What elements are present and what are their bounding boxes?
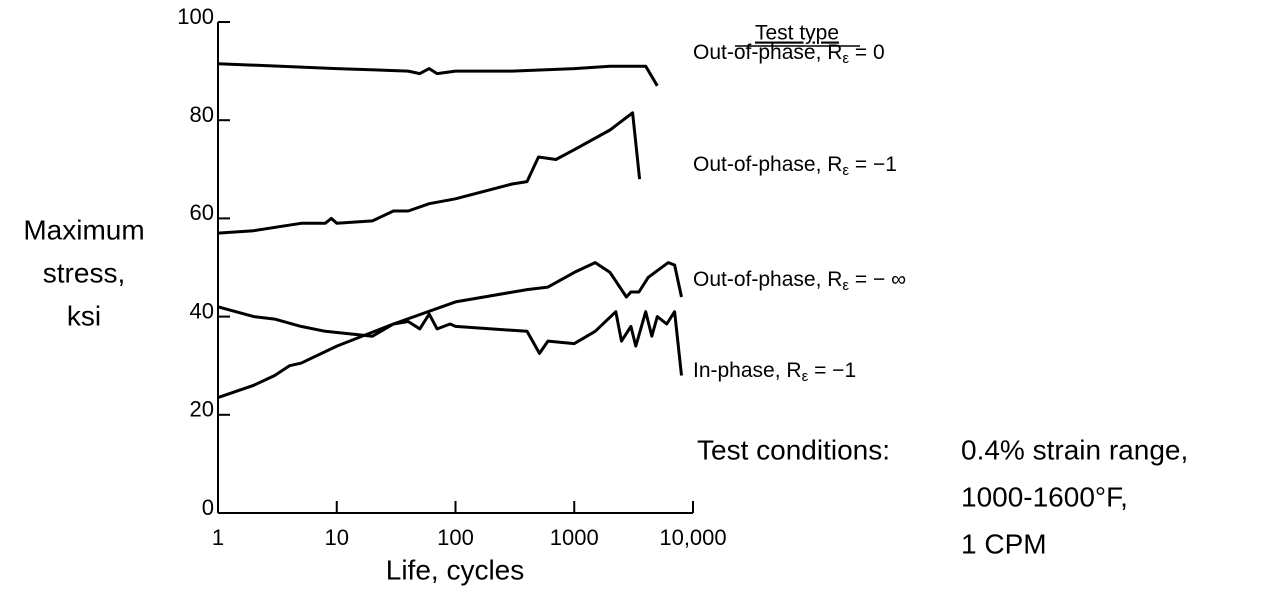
- annotation-line: 1000-1600°F,: [961, 481, 1128, 512]
- series-line: [217, 62, 659, 87]
- y-axis-label: ksi: [67, 300, 101, 331]
- y-tick-label: 80: [190, 102, 214, 127]
- series-line: [217, 305, 683, 376]
- annotation-title: Test conditions:: [697, 434, 890, 465]
- legend-label: In-phase, Rε = −1: [693, 359, 856, 385]
- x-tick-label: 100: [437, 525, 474, 550]
- legend-title: Test type: [755, 22, 839, 45]
- legend-label: Out-of-phase, Rε = − ∞: [693, 268, 906, 294]
- x-tick-label: 10,000: [659, 525, 726, 550]
- y-tick-label: 60: [190, 200, 214, 225]
- x-tick-label: 1000: [550, 525, 599, 550]
- series-line: [217, 111, 642, 235]
- y-tick-label: 20: [190, 397, 214, 422]
- y-tick-label: 100: [177, 4, 214, 29]
- y-axis-label: Maximum: [23, 214, 144, 245]
- x-tick-label: 10: [325, 525, 349, 550]
- x-tick-label: 1: [212, 525, 224, 550]
- y-tick-label: 0: [202, 495, 214, 520]
- y-axis-label: stress,: [43, 257, 125, 288]
- annotation-line: 0.4% strain range,: [961, 434, 1188, 465]
- annotation-line: 1 CPM: [961, 528, 1047, 559]
- series-line: [217, 261, 683, 400]
- legend-label: Out-of-phase, Rε = 0: [693, 41, 885, 67]
- x-axis-label: Life, cycles: [386, 554, 525, 585]
- legend-label: Out-of-phase, Rε = −1: [693, 153, 897, 179]
- y-tick-label: 40: [190, 298, 214, 323]
